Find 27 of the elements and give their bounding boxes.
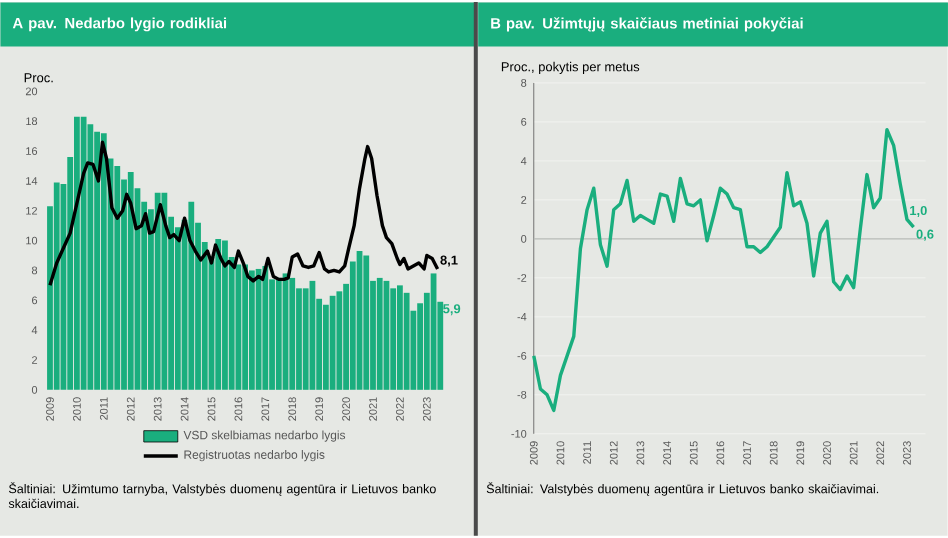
bar [114, 166, 121, 390]
bar [74, 116, 80, 390]
bar [390, 288, 397, 390]
bar [87, 124, 94, 390]
bar [215, 239, 222, 390]
bar [161, 192, 168, 390]
bar [363, 255, 370, 390]
bar [275, 278, 282, 390]
bar [248, 270, 255, 390]
bar [289, 278, 296, 390]
bar [322, 304, 329, 390]
bar [80, 116, 87, 390]
bar [262, 266, 269, 390]
bar [100, 133, 107, 390]
bar [188, 201, 195, 390]
bar [242, 264, 249, 390]
bar [302, 288, 309, 390]
bar [127, 172, 134, 390]
bar [53, 182, 60, 390]
bar [397, 285, 403, 390]
bar [94, 131, 100, 390]
bar [154, 192, 161, 390]
bar [222, 240, 228, 390]
bar [329, 295, 336, 390]
bar [376, 278, 383, 390]
bar [336, 291, 343, 390]
bar [403, 292, 410, 390]
